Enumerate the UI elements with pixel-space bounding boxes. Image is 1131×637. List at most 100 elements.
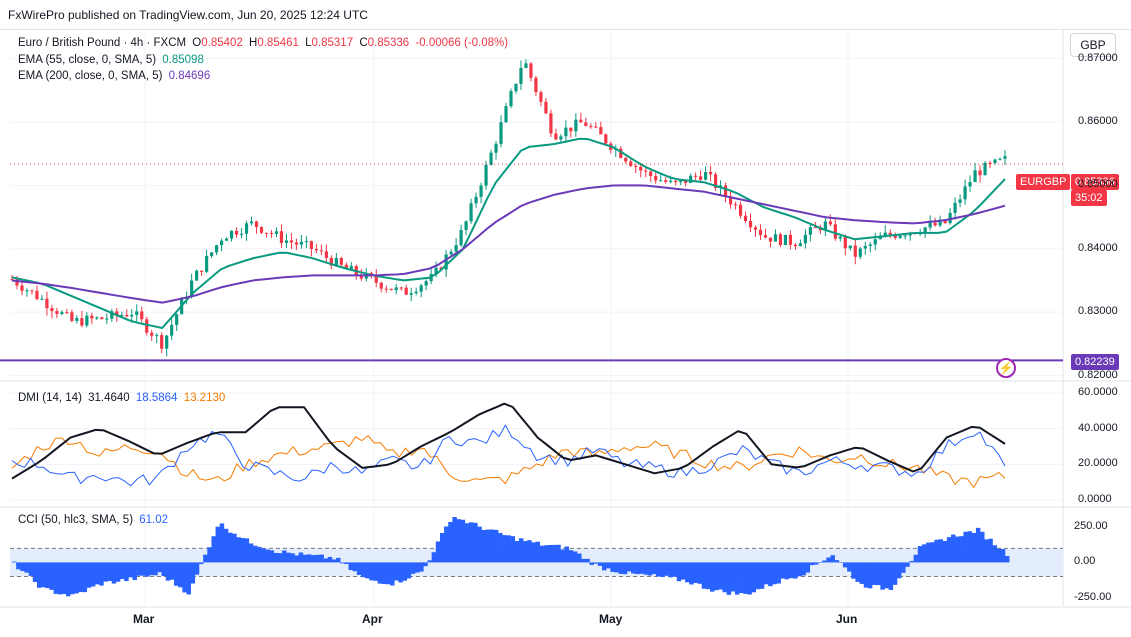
- cci-bar: [739, 562, 744, 593]
- price-tick-label: 0.82000: [1078, 368, 1118, 381]
- candle-body: [469, 203, 473, 222]
- candle-body: [723, 185, 728, 197]
- cci-bar: [822, 560, 827, 563]
- dmi-tick-label: 40.0000: [1078, 421, 1118, 434]
- candle-body: [444, 254, 448, 270]
- candle-body: [594, 126, 598, 128]
- candle-body: [654, 175, 658, 181]
- candle-body: [165, 335, 169, 349]
- cci-bar: [614, 562, 619, 573]
- candle-body: [828, 221, 832, 225]
- cci-bar: [560, 549, 565, 563]
- candle-body: [70, 312, 74, 321]
- candle-body: [793, 244, 798, 247]
- currency-button[interactable]: GBP: [1070, 33, 1116, 57]
- ema55-label: EMA (55, close, 0, SMA, 5): [18, 54, 157, 66]
- candle-body: [968, 182, 972, 187]
- cci-bar: [45, 562, 50, 589]
- cci-bar: [714, 562, 719, 591]
- cci-bar: [892, 562, 898, 585]
- cci-bar: [120, 562, 125, 580]
- cci-bar: [722, 562, 727, 593]
- cci-bar: [955, 536, 960, 563]
- cci-bar: [847, 562, 852, 572]
- cci-bar: [149, 562, 154, 576]
- candle-body: [10, 279, 14, 281]
- cci-bar: [344, 562, 349, 565]
- close-value: 0.85336: [367, 37, 410, 49]
- candle-body: [589, 125, 593, 127]
- cci-bar: [676, 562, 682, 582]
- last-price-tag: 0.85336: [1071, 174, 1119, 190]
- cci-bar: [99, 562, 104, 586]
- candle-body: [539, 92, 543, 102]
- cci-bar: [228, 532, 233, 563]
- price-tick-label: 0.87000: [1078, 51, 1118, 64]
- cci-bar: [606, 562, 611, 569]
- cci-bar: [743, 562, 748, 594]
- candle-body: [903, 235, 907, 237]
- cci-bar: [464, 523, 470, 563]
- cci-bar: [186, 562, 191, 595]
- dmi-label: DMI (14, 14): [18, 392, 82, 404]
- cci-bar: [867, 562, 873, 589]
- cci-bar: [348, 562, 353, 571]
- candle-body: [20, 285, 24, 291]
- cci-bar: [12, 561, 17, 563]
- ema200-legend: EMA (200, close, 0, SMA, 5) 0.84696: [18, 68, 210, 84]
- cci-bar: [635, 562, 640, 575]
- candle-body: [738, 204, 743, 216]
- symbol-title: Euro / British Pound · 4h · FXCM: [18, 37, 187, 49]
- candle-body: [579, 119, 583, 123]
- cci-bar: [49, 562, 54, 590]
- candle-body: [788, 234, 793, 245]
- cci-bar: [161, 562, 167, 577]
- candle-body: [239, 233, 244, 235]
- cci-bar: [851, 562, 856, 579]
- cci-bar: [128, 562, 133, 578]
- candle-body: [60, 312, 64, 314]
- candle-body: [459, 230, 463, 246]
- candle-body: [798, 243, 803, 247]
- cci-bar: [385, 562, 391, 585]
- publisher-text: FxWirePro published on TradingView.com, …: [8, 8, 368, 22]
- cci-bar: [269, 550, 275, 563]
- candle-body: [888, 232, 892, 236]
- cci-bar: [601, 562, 607, 571]
- cci-bar: [872, 562, 877, 585]
- candle-body: [534, 77, 538, 93]
- candle-body: [30, 290, 34, 292]
- cci-bar: [431, 552, 437, 563]
- cci-bar: [788, 562, 794, 579]
- candle-body: [200, 270, 204, 272]
- candle-body: [224, 238, 229, 241]
- cci-bar: [448, 521, 453, 563]
- cci-bar: [240, 538, 245, 563]
- cci-bar: [543, 545, 549, 563]
- candle-body: [499, 122, 503, 144]
- lightning-icon[interactable]: ⚡: [996, 358, 1016, 378]
- cci-bar: [74, 562, 79, 594]
- candle-body: [519, 67, 523, 84]
- candle-body: [953, 202, 957, 213]
- candle-body: [404, 287, 408, 295]
- candle-body: [279, 231, 284, 243]
- candle-body: [314, 248, 318, 251]
- cci-bar: [257, 546, 262, 563]
- candle-body: [778, 234, 783, 246]
- candle-body: [80, 318, 84, 326]
- candle-body: [334, 258, 338, 266]
- cci-bar: [406, 562, 412, 579]
- cci-bar: [680, 562, 686, 580]
- candle-body: [813, 227, 817, 229]
- cci-bar: [327, 556, 333, 563]
- cci-bar: [244, 538, 250, 563]
- cci-bar: [813, 562, 819, 565]
- candle-body: [694, 175, 698, 177]
- candle-body: [753, 227, 758, 230]
- candle-body: [948, 212, 952, 224]
- cci-bar: [423, 562, 428, 567]
- cci-bar: [805, 562, 811, 573]
- cci-bar: [618, 562, 624, 574]
